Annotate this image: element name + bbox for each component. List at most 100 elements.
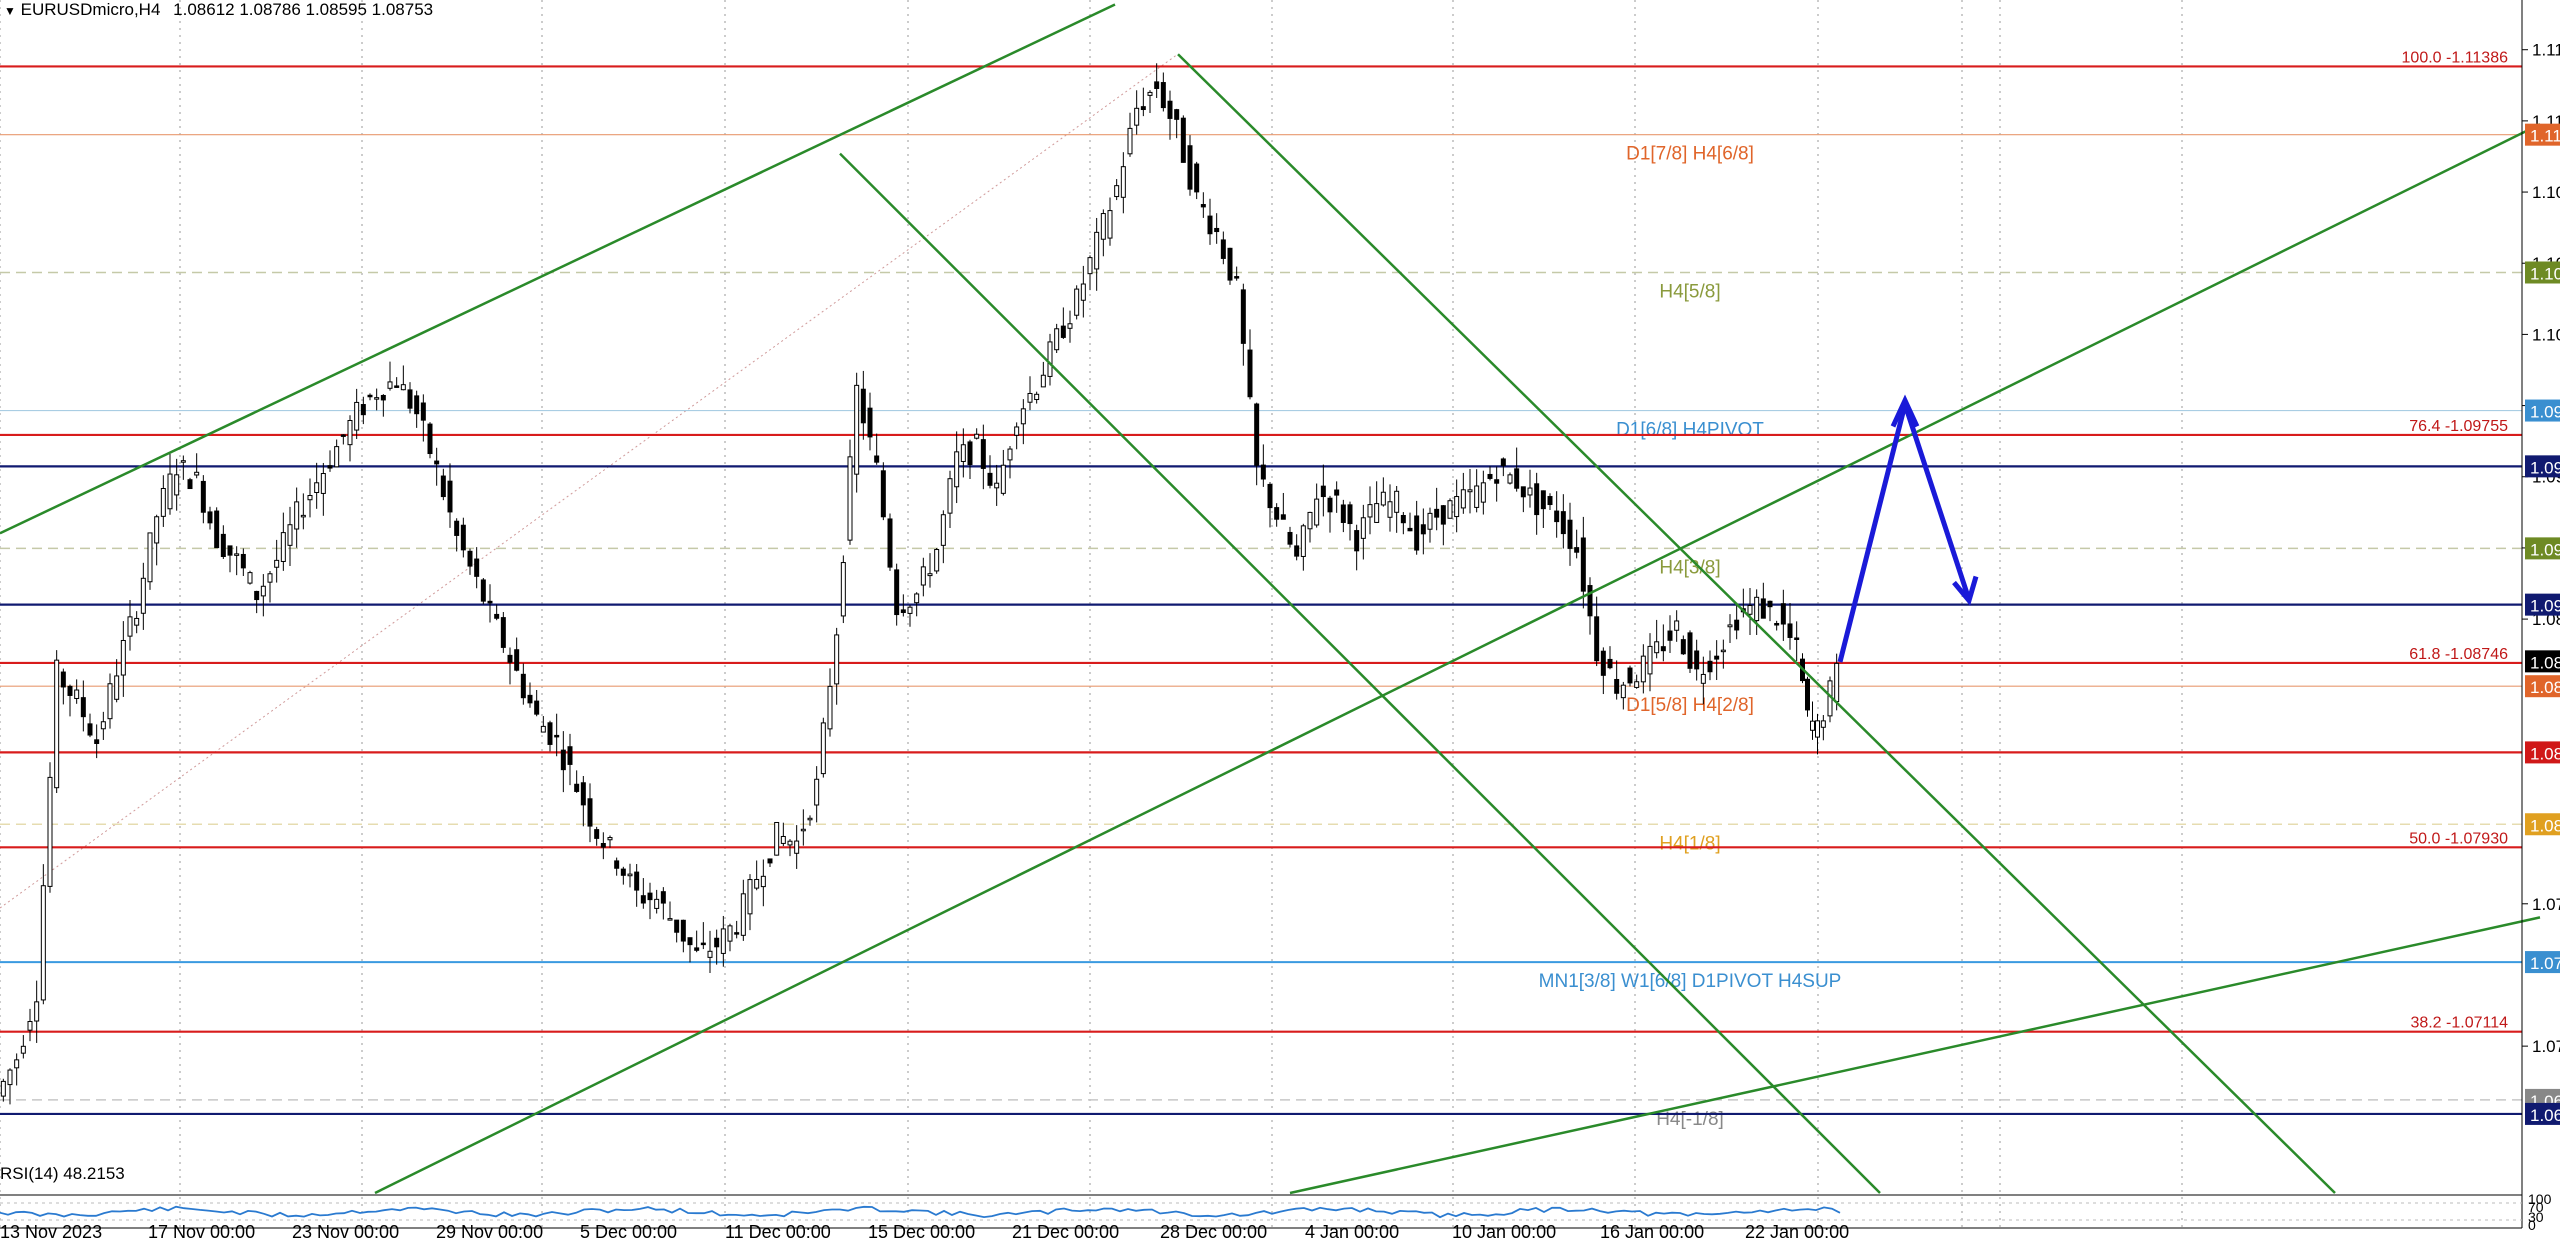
candle-body [1500,458,1506,467]
candle-body [107,683,113,720]
candle-body [94,739,100,744]
candle-body [1214,227,1220,233]
candle-body [1347,504,1353,525]
candle-body [620,868,626,876]
murrey-level-label: D1[5/8] H4[2/8] [1626,695,1754,716]
dropdown-caret-icon[interactable]: ▼ [4,4,16,18]
candle-body [807,817,813,821]
candle-body [987,472,993,486]
candle-body [1427,512,1433,530]
candle-body [594,829,600,839]
candle-body [1574,547,1580,553]
candle-body [607,837,613,841]
candle-body [300,514,306,518]
time-axis-label: 22 Jan 00:00 [1745,1222,1849,1242]
candle-body [80,697,86,718]
candle-body [1147,91,1153,96]
candle-body [754,878,760,889]
candle-body [1000,464,1006,494]
rsi-level-label: 30 [2528,1209,2544,1225]
candle-body [900,609,906,613]
time-axis-label: 11 Dec 00:00 [725,1222,831,1242]
candle-body [160,487,166,517]
candle-body [574,783,580,792]
candle-body [134,617,140,626]
candle-body [1414,515,1420,551]
candle-body [960,444,966,462]
candle-body [147,532,153,583]
candle-body [1394,490,1400,513]
time-axis-label: 23 Nov 00:00 [292,1222,399,1242]
candle-body [400,384,406,391]
candle-body [67,685,73,696]
candle-body [1200,204,1206,208]
candle-body [860,388,866,424]
candle-body [354,401,360,431]
candle-body [1014,426,1020,436]
candle-body [47,776,53,887]
candle-body [654,898,660,909]
candle-body [827,685,833,730]
candle-body [880,470,886,518]
candle-body [587,798,593,827]
candle-body [214,510,220,549]
candle-body [747,879,753,915]
candle-body [700,942,706,946]
price-badge [2525,741,2560,764]
candle-body [254,590,260,601]
candle-body [814,778,820,806]
candle-body [334,446,340,468]
fib-level-label: 61.8 -1.08746 [2409,646,2508,663]
time-axis-label: 17 Nov 00:00 [148,1222,255,1242]
candle-body [967,441,973,466]
candle-body [1107,210,1113,239]
candle-body [1047,341,1053,377]
time-axis-label: 21 Dec 00:00 [1012,1222,1119,1242]
candle-body [734,932,740,935]
candle-body [434,460,440,465]
candle-body [674,919,680,933]
candle-body [514,649,520,671]
candle-body [454,520,460,536]
candle-body [760,875,766,888]
candle-body [260,585,266,597]
candle-body [1805,678,1810,711]
candle-body [1154,81,1160,89]
candle-body [1834,662,1840,703]
candle-body [427,423,433,455]
candle-body [480,579,486,602]
candle-body [167,473,173,510]
rsi-level-label: 0 [2528,1217,2536,1233]
candle-body [680,919,686,942]
rsi-line [0,1205,1841,1219]
price-badge-label: 1.08350 [2530,744,2560,763]
candle-body [407,389,413,409]
candle-body [640,895,646,904]
price-badge-label: 1.07422 [2530,954,2560,973]
candle-body [1780,603,1786,625]
candle-body [1815,720,1820,738]
candle-body [800,828,806,832]
candle-body [174,474,180,496]
candle-body [447,480,453,513]
candle-body [414,395,420,415]
candle-body [627,873,633,877]
candle-body [1680,639,1686,655]
candle-body [467,550,473,567]
candle-body [994,482,1000,489]
time-axis-label: 28 Dec 00:00 [1160,1222,1267,1242]
candle-body [1714,655,1720,660]
candle-body [1340,504,1346,523]
candle-body [20,1045,26,1054]
price-badge [2525,399,2560,422]
candle-body [100,721,106,730]
candle-body [1094,231,1100,270]
candle-body [1354,530,1360,552]
rsi-label: RSI(14) 48.2153 [0,1164,125,1183]
candle-body [294,501,300,530]
candle-body [1134,107,1140,126]
price-badge-label: 1.09253 [2530,540,2560,559]
candle-body [1100,213,1106,240]
